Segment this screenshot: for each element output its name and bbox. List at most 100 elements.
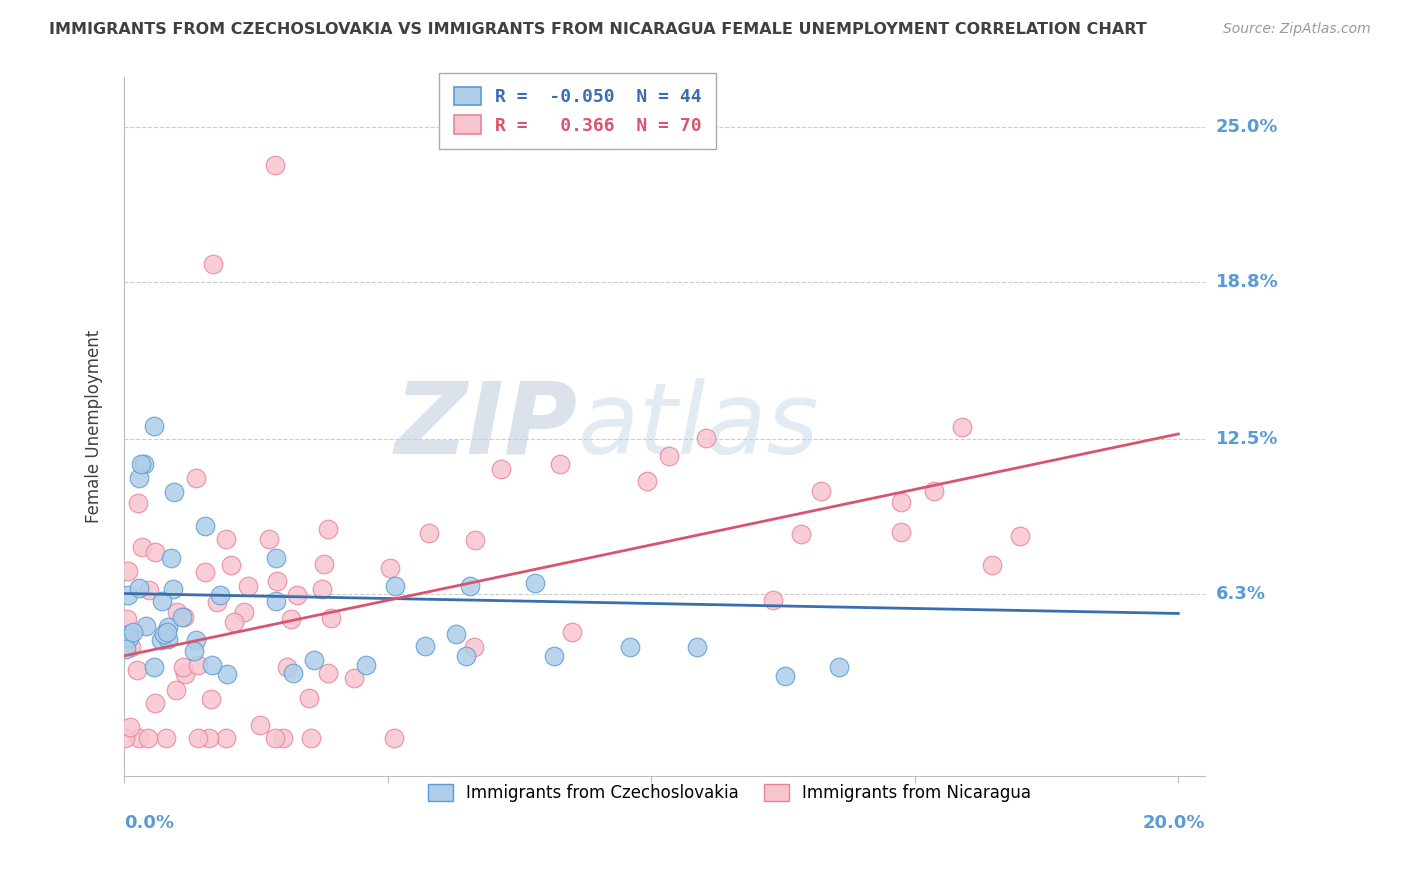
- Point: [543, 648, 565, 663]
- Text: 0.0%: 0.0%: [124, 814, 174, 832]
- Point: [271, 731, 294, 745]
- Point: [444, 627, 467, 641]
- Point: [314, 558, 336, 572]
- Point: [184, 633, 207, 648]
- Point: [114, 642, 136, 657]
- Point: [117, 588, 139, 602]
- Point: [287, 588, 309, 602]
- Point: [172, 610, 194, 624]
- Point: [200, 692, 222, 706]
- Point: [685, 640, 707, 654]
- Point: [128, 581, 150, 595]
- Point: [118, 627, 141, 641]
- Point: [156, 620, 179, 634]
- Legend: Immigrants from Czechoslovakia, Immigrants from Nicaragua: Immigrants from Czechoslovakia, Immigran…: [420, 778, 1038, 809]
- Point: [114, 731, 136, 745]
- Point: [120, 640, 142, 654]
- Point: [299, 731, 322, 745]
- Text: atlas: atlas: [578, 378, 820, 475]
- Point: [266, 574, 288, 588]
- Point: [456, 648, 478, 663]
- Point: [950, 419, 973, 434]
- Point: [924, 484, 946, 499]
- Point: [157, 632, 180, 646]
- Point: [790, 527, 813, 541]
- Point: [194, 519, 217, 533]
- Text: IMMIGRANTS FROM CZECHOSLOVAKIA VS IMMIGRANTS FROM NICARAGUA FEMALE UNEMPLOYMENT : IMMIGRANTS FROM CZECHOSLOVAKIA VS IMMIGR…: [49, 22, 1147, 37]
- Point: [215, 731, 238, 745]
- Point: [695, 431, 717, 445]
- Point: [142, 419, 165, 434]
- Point: [464, 533, 486, 547]
- Point: [264, 594, 287, 608]
- Point: [187, 731, 209, 745]
- Point: [283, 665, 305, 680]
- Point: [215, 532, 238, 546]
- Point: [136, 731, 159, 745]
- Point: [187, 657, 209, 672]
- Point: [131, 540, 153, 554]
- Point: [186, 471, 208, 485]
- Point: [205, 595, 228, 609]
- Point: [264, 551, 287, 566]
- Point: [233, 605, 256, 619]
- Point: [980, 558, 1002, 572]
- Point: [236, 579, 259, 593]
- Point: [122, 625, 145, 640]
- Text: 12.5%: 12.5%: [1216, 430, 1278, 448]
- Point: [343, 671, 366, 685]
- Point: [117, 564, 139, 578]
- Point: [354, 658, 377, 673]
- Point: [127, 496, 149, 510]
- Point: [162, 582, 184, 596]
- Point: [382, 731, 405, 745]
- Point: [165, 682, 187, 697]
- Text: 18.8%: 18.8%: [1216, 273, 1278, 291]
- Point: [257, 533, 280, 547]
- Point: [249, 718, 271, 732]
- Point: [658, 449, 681, 463]
- Point: [208, 588, 231, 602]
- Point: [217, 667, 239, 681]
- Point: [311, 582, 333, 596]
- Point: [118, 631, 141, 645]
- Text: 25.0%: 25.0%: [1216, 119, 1278, 136]
- Point: [197, 731, 219, 745]
- Point: [276, 660, 298, 674]
- Point: [561, 624, 583, 639]
- Point: [523, 575, 546, 590]
- Point: [636, 474, 658, 488]
- Point: [773, 669, 796, 683]
- Point: [298, 690, 321, 705]
- Point: [173, 610, 195, 624]
- Point: [183, 643, 205, 657]
- Text: ZIP: ZIP: [395, 378, 578, 475]
- Y-axis label: Female Unemployment: Female Unemployment: [86, 330, 103, 523]
- Point: [160, 551, 183, 566]
- Point: [321, 611, 343, 625]
- Point: [155, 731, 177, 745]
- Point: [316, 522, 339, 536]
- Point: [143, 659, 166, 673]
- Point: [378, 560, 401, 574]
- Point: [174, 667, 197, 681]
- Point: [548, 457, 571, 471]
- Point: [413, 639, 436, 653]
- Point: [143, 545, 166, 559]
- Point: [302, 653, 325, 667]
- Point: [1008, 529, 1031, 543]
- Point: [264, 731, 287, 745]
- Point: [143, 696, 166, 710]
- Point: [418, 525, 440, 540]
- Point: [156, 624, 179, 639]
- Point: [128, 471, 150, 485]
- Text: 6.3%: 6.3%: [1216, 584, 1265, 602]
- Point: [127, 663, 149, 677]
- Point: [117, 612, 139, 626]
- Point: [384, 578, 406, 592]
- Point: [890, 525, 912, 540]
- Point: [458, 579, 481, 593]
- Point: [489, 462, 512, 476]
- Point: [172, 660, 194, 674]
- Point: [463, 640, 485, 654]
